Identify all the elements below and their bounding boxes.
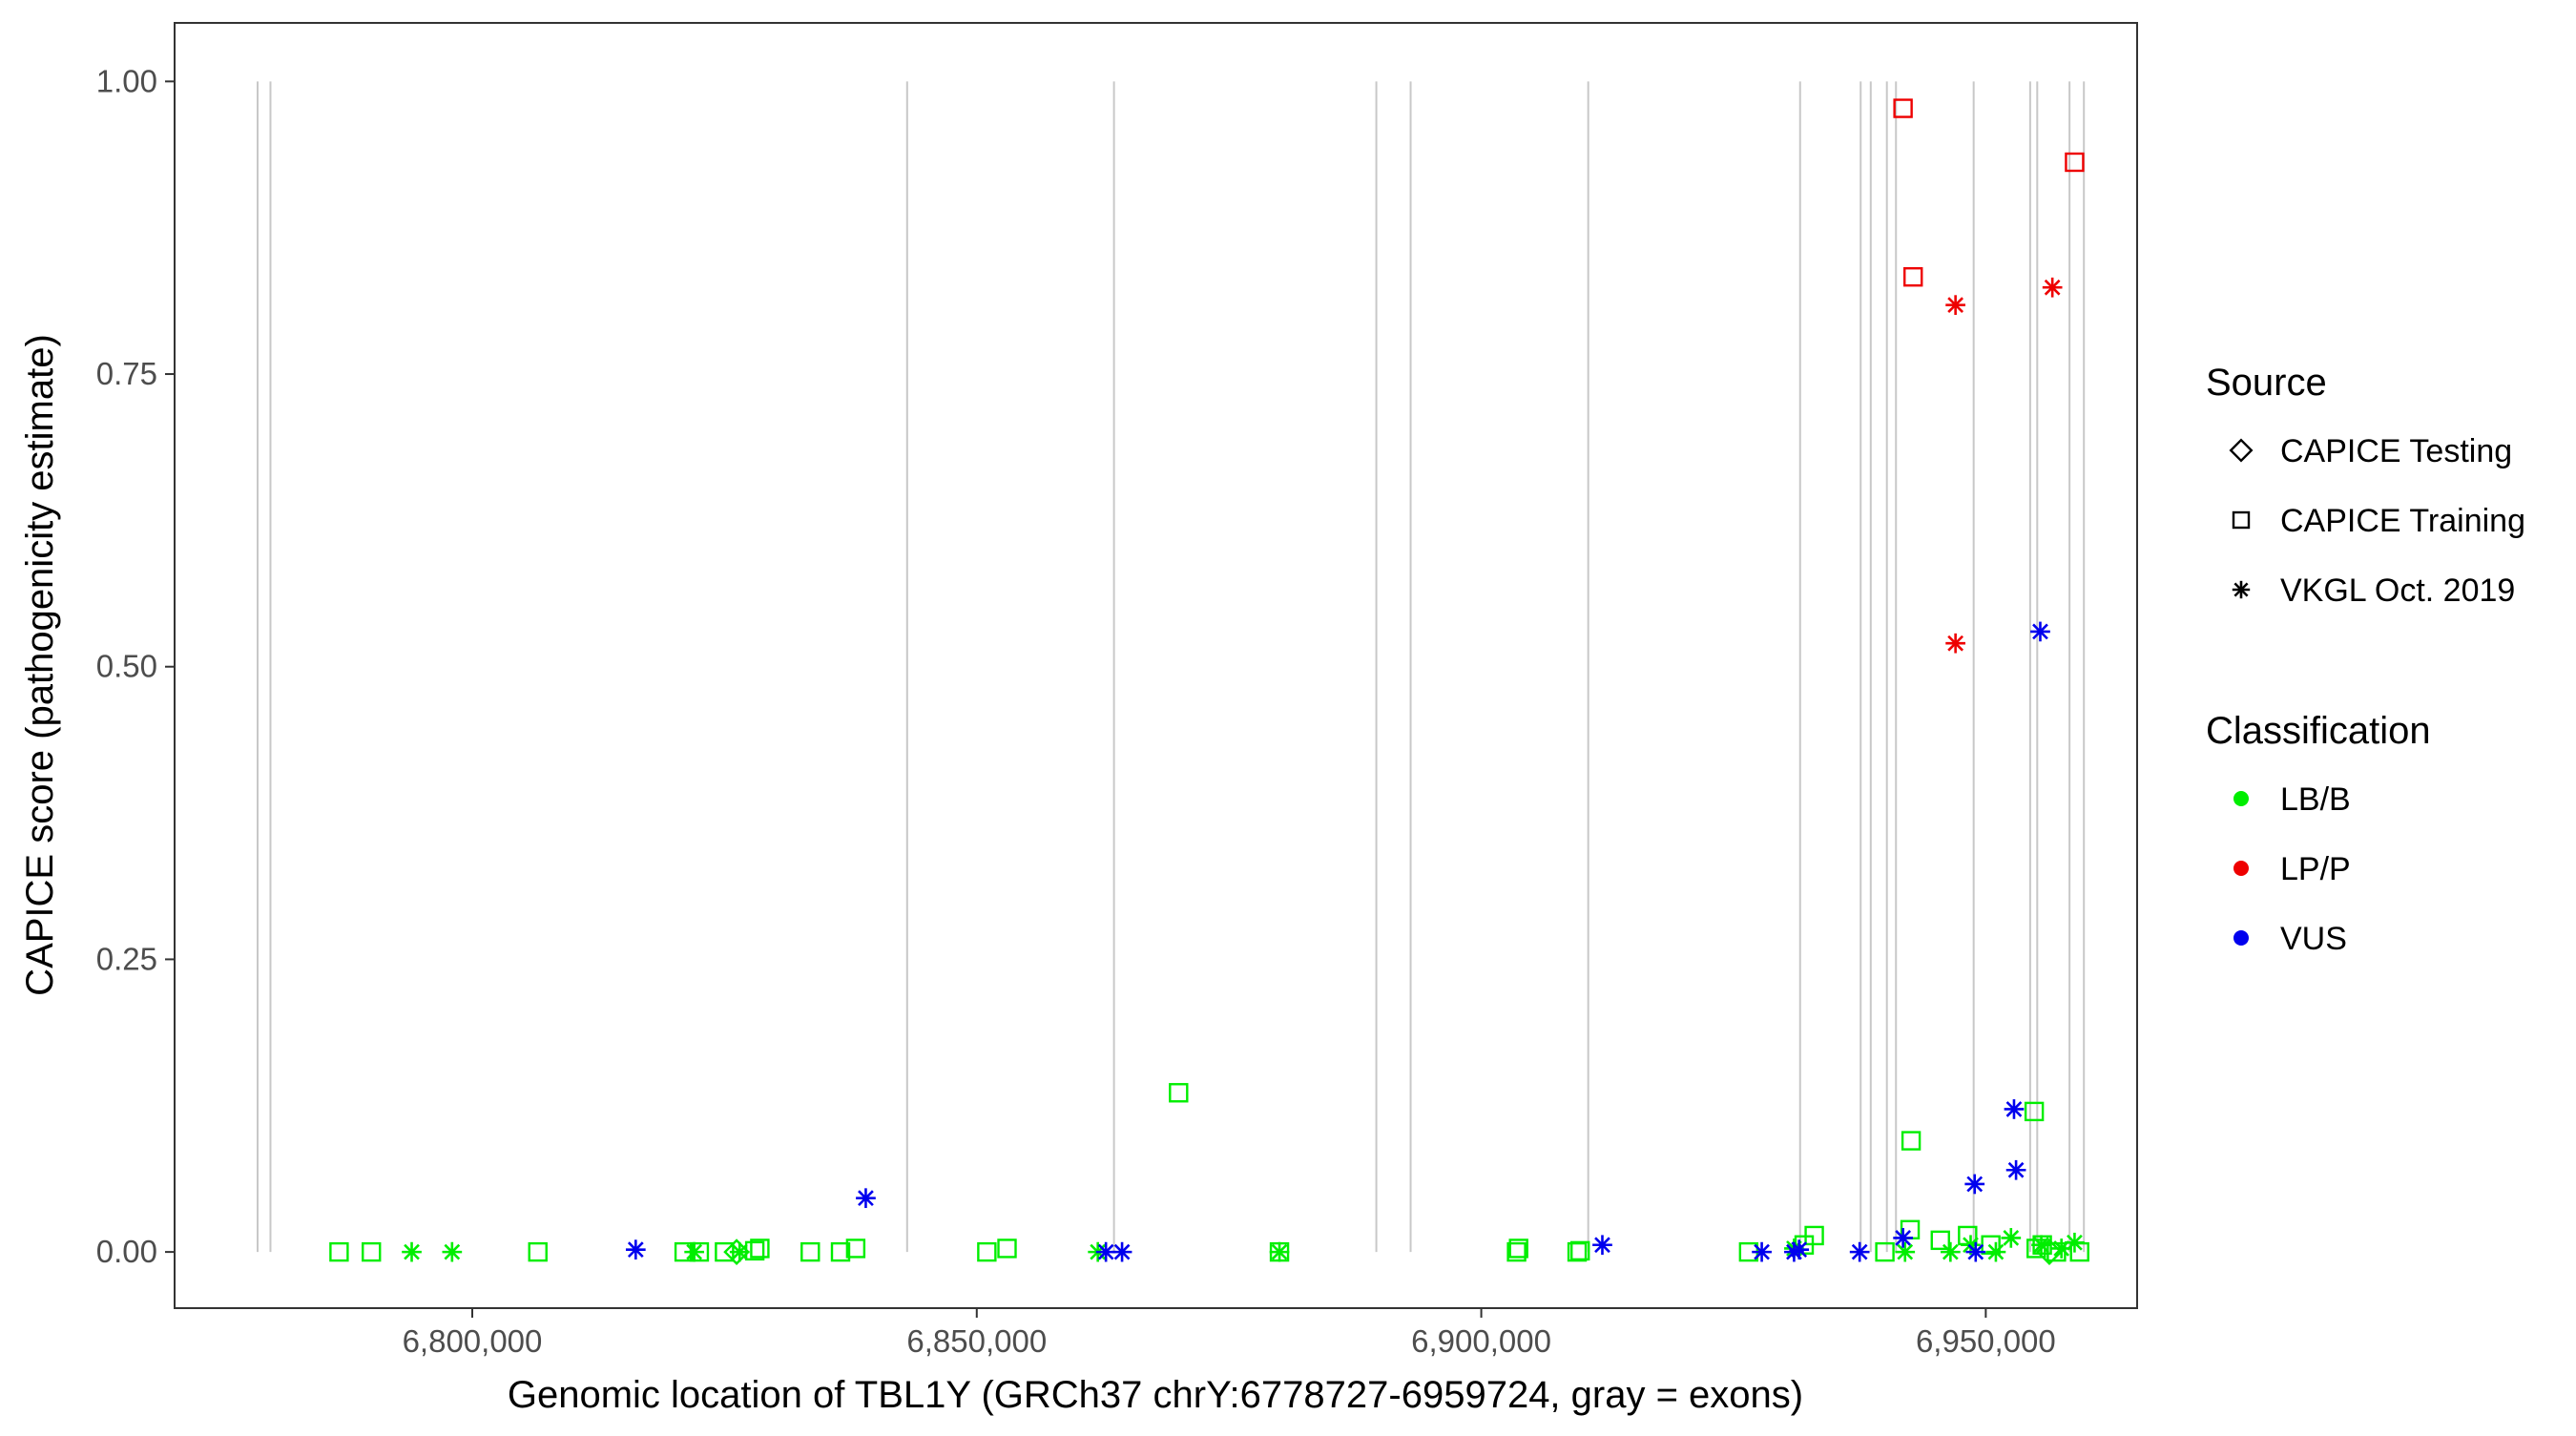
- y-tick-label: 0.50: [96, 649, 157, 684]
- data-point: [528, 1241, 548, 1262]
- data-point: [1895, 1241, 1916, 1262]
- legend-key-diamond: [2229, 438, 2254, 463]
- data-point: [2036, 1238, 2063, 1265]
- data-point: [1592, 1235, 1612, 1256]
- legend-title-classification: Classification: [2206, 710, 2431, 752]
- x-tick-label: 6,900,000: [1411, 1323, 1551, 1359]
- data-point: [1964, 1174, 1985, 1195]
- data-point: [830, 1241, 851, 1262]
- data-point: [1567, 1241, 1588, 1262]
- data-points: [329, 98, 2089, 1265]
- data-point: [2031, 1235, 2051, 1256]
- axes: 6,800,000 6,850,000 6,900,000 6,950,000 0.00…: [96, 63, 2056, 1359]
- data-point: [2001, 1228, 2022, 1248]
- data-point: [1940, 1241, 1961, 1262]
- data-point: [1169, 1083, 1189, 1103]
- data-point: [1789, 1239, 1810, 1260]
- data-point: [723, 1238, 750, 1265]
- legend-key-dot: [2233, 930, 2249, 946]
- legend-label-source: VKGL Oct. 2019: [2280, 572, 2515, 609]
- legend-label-source: CAPICE Training: [2280, 503, 2525, 539]
- data-point: [1901, 1131, 1922, 1151]
- y-tick-label: 0.00: [96, 1234, 157, 1269]
- data-point: [1804, 1225, 1824, 1246]
- y-tick-label: 0.75: [96, 356, 157, 391]
- data-point: [1752, 1241, 1772, 1262]
- data-point: [2065, 1232, 2085, 1253]
- x-tick-label: 6,950,000: [1916, 1323, 2056, 1359]
- data-point: [1570, 1240, 1590, 1261]
- x-tick-label: 6,850,000: [906, 1323, 1047, 1359]
- data-point: [402, 1241, 422, 1262]
- data-point: [750, 1238, 770, 1259]
- data-point: [329, 1241, 349, 1262]
- data-point: [625, 1239, 646, 1260]
- y-tick-label: 0.25: [96, 941, 157, 976]
- exon-lines: [257, 81, 2086, 1253]
- legend-key-dot: [2233, 861, 2249, 876]
- data-point: [1111, 1241, 1132, 1262]
- data-point: [442, 1241, 463, 1262]
- legend-key-dot: [2233, 791, 2249, 806]
- data-point: [2004, 1099, 2025, 1119]
- data-point: [1269, 1241, 1290, 1262]
- plot-panel-border: [174, 22, 2138, 1309]
- y-axis-title: CAPICE score (pathogenicity estimate): [19, 334, 61, 996]
- data-point: [845, 1238, 866, 1259]
- legend-key-square: [2232, 510, 2251, 530]
- legend-key-asterisk: [2232, 580, 2251, 599]
- data-point: [1965, 1241, 1986, 1262]
- legend-label-source: CAPICE Testing: [2280, 433, 2512, 469]
- y-tick-label: 1.00: [96, 63, 157, 98]
- data-point: [1893, 98, 1913, 118]
- legend-label-class: LB/B: [2280, 781, 2351, 818]
- legend-label-class: LP/P: [2280, 851, 2351, 887]
- data-point: [2030, 621, 2050, 642]
- data-point: [1875, 1241, 1895, 1262]
- data-point: [1903, 267, 1923, 287]
- data-point: [1508, 1238, 1528, 1259]
- data-point: [1945, 633, 1965, 654]
- data-point: [997, 1238, 1017, 1259]
- data-point: [977, 1241, 997, 1262]
- data-point: [1506, 1241, 1527, 1262]
- data-point: [1985, 1241, 2006, 1262]
- data-point: [362, 1241, 382, 1262]
- data-point: [856, 1188, 876, 1209]
- x-tick-label: 6,800,000: [403, 1323, 543, 1359]
- data-point: [2042, 277, 2063, 298]
- data-point: [1893, 1228, 1913, 1248]
- data-point: [1930, 1230, 1950, 1251]
- data-point: [2065, 152, 2085, 173]
- data-point: [2005, 1159, 2026, 1180]
- data-point: [2024, 1101, 2045, 1122]
- data-point: [800, 1241, 821, 1262]
- x-axis-title: Genomic location of TBL1Y (GRCh37 chrY:6…: [508, 1374, 1803, 1416]
- data-point: [1849, 1241, 1870, 1262]
- legend-label-class: VUS: [2280, 921, 2347, 957]
- legend: Source Classification CAPICE Testing CAPI…: [2206, 362, 2525, 957]
- data-point: [1945, 295, 1965, 316]
- data-point: [684, 1241, 705, 1262]
- legend-title-source: Source: [2206, 362, 2327, 404]
